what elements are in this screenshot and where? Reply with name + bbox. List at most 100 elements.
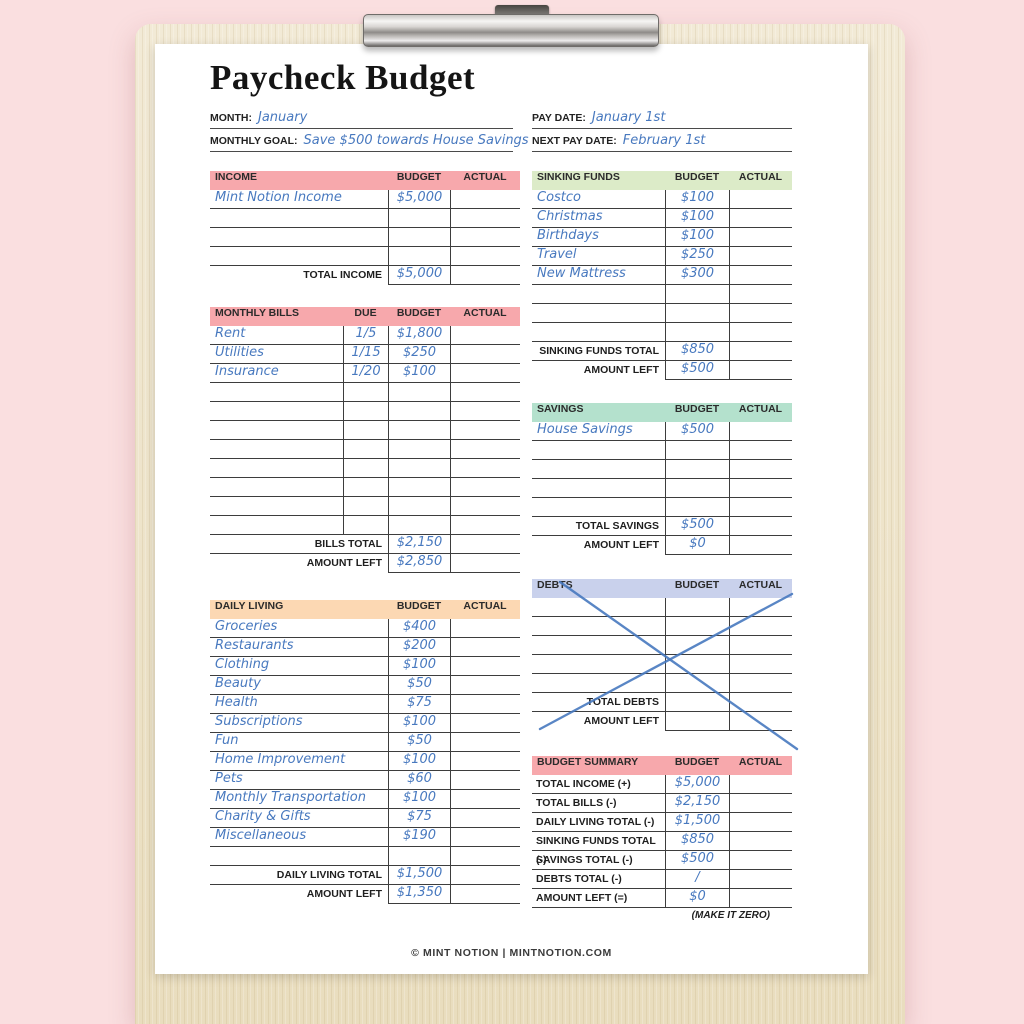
row-actual bbox=[729, 441, 792, 459]
row-name: Rent bbox=[215, 326, 246, 341]
row-name bbox=[210, 847, 388, 865]
total-actual bbox=[450, 885, 520, 904]
row-budget bbox=[665, 636, 729, 654]
total-actual bbox=[729, 361, 792, 380]
total-actual bbox=[450, 535, 520, 553]
row-name bbox=[210, 459, 343, 477]
column-header-actual: ACTUAL bbox=[463, 171, 507, 183]
table-row bbox=[532, 617, 792, 636]
row-actual bbox=[450, 421, 520, 439]
total-row: DEBTS TOTAL (-) / bbox=[532, 870, 792, 889]
total-actual bbox=[729, 342, 792, 360]
table-row: Christmas $100 bbox=[532, 209, 792, 228]
total-actual bbox=[450, 866, 520, 884]
row-actual bbox=[450, 326, 520, 344]
clip-bar bbox=[363, 14, 659, 47]
total-row: TOTAL BILLS (-) $2,150 bbox=[532, 794, 792, 813]
total-row: SINKING FUNDS TOTAL (-) $850 bbox=[532, 832, 792, 866]
table-row: Birthdays $100 bbox=[532, 228, 792, 247]
row-name: Beauty bbox=[215, 676, 261, 691]
column-header-budget: BUDGET bbox=[674, 171, 720, 183]
total-row: DAILY LIVING TOTAL $1,500 bbox=[210, 866, 520, 885]
table-row: Monthly Transportation $100 bbox=[210, 790, 520, 809]
row-budget bbox=[388, 421, 450, 439]
page-title: Paycheck Budget bbox=[210, 58, 476, 97]
row-actual bbox=[450, 809, 520, 827]
column-header-actual: ACTUAL bbox=[738, 171, 783, 183]
total-budget: $5,000 bbox=[665, 775, 729, 793]
row-actual bbox=[729, 304, 792, 322]
row-name bbox=[210, 440, 343, 458]
row-actual bbox=[450, 402, 520, 420]
row-budget: $190 bbox=[388, 828, 450, 846]
total-label: TOTAL DEBTS bbox=[586, 696, 659, 708]
row-actual bbox=[450, 247, 520, 265]
total-budget: $0 bbox=[665, 536, 729, 555]
next-pay-date-value: February 1st bbox=[622, 133, 706, 148]
row-actual bbox=[450, 383, 520, 401]
row-actual bbox=[450, 478, 520, 496]
row-actual bbox=[450, 790, 520, 808]
total-actual bbox=[729, 693, 792, 711]
table-row bbox=[532, 479, 792, 498]
row-name: Charity & Gifts bbox=[215, 809, 311, 824]
row-actual bbox=[450, 345, 520, 363]
table-row bbox=[210, 440, 520, 459]
total-row: DAILY LIVING TOTAL (-) $1,500 bbox=[532, 813, 792, 832]
row-actual bbox=[450, 695, 520, 713]
table-row: Health $75 bbox=[210, 695, 520, 714]
row-name: Travel bbox=[537, 247, 577, 262]
table-row: Fun $50 bbox=[210, 733, 520, 752]
row-actual bbox=[729, 617, 792, 635]
total-label: AMOUNT LEFT bbox=[583, 539, 659, 551]
table-row: Insurance 1/20 $100 bbox=[210, 364, 520, 383]
row-name bbox=[210, 421, 343, 439]
row-budget: $100 bbox=[388, 364, 450, 382]
column-header-budget: BUDGET bbox=[396, 171, 442, 183]
section-header: MONTHLY BILLS DUE BUDGET ACTUAL bbox=[210, 307, 520, 326]
row-actual bbox=[729, 636, 792, 654]
table-row: Mint Notion Income $5,000 bbox=[210, 190, 520, 209]
row-actual bbox=[450, 638, 520, 656]
row-name bbox=[532, 441, 665, 459]
table-row: Rent 1/5 $1,800 bbox=[210, 326, 520, 345]
row-actual bbox=[729, 285, 792, 303]
section-title: SAVINGS bbox=[537, 403, 584, 415]
total-row: SINKING FUNDS TOTAL $850 bbox=[532, 342, 792, 361]
row-budget bbox=[388, 516, 450, 534]
row-name: Birthdays bbox=[537, 228, 599, 243]
total-label: SAVINGS TOTAL (-) bbox=[536, 854, 633, 866]
row-name bbox=[532, 636, 665, 654]
total-budget bbox=[665, 693, 729, 711]
row-budget bbox=[388, 209, 450, 227]
total-actual bbox=[729, 832, 792, 850]
total-label: DAILY LIVING TOTAL (-) bbox=[536, 816, 655, 828]
row-budget bbox=[665, 498, 729, 516]
total-label: TOTAL INCOME (+) bbox=[536, 778, 631, 790]
row-name bbox=[532, 498, 665, 516]
row-actual bbox=[450, 733, 520, 751]
month-label: MONTH: bbox=[210, 112, 252, 124]
row-budget bbox=[665, 479, 729, 497]
row-name bbox=[532, 323, 665, 341]
total-row: SAVINGS TOTAL (-) $500 bbox=[532, 851, 792, 870]
row-budget: $50 bbox=[388, 676, 450, 694]
row-actual bbox=[450, 190, 520, 208]
row-actual bbox=[450, 459, 520, 477]
row-actual bbox=[729, 228, 792, 246]
row-actual bbox=[450, 771, 520, 789]
savings-table: SAVINGS BUDGET ACTUAL House Savings $500 TOTA… bbox=[532, 403, 792, 555]
table-row bbox=[210, 497, 520, 516]
row-budget: $300 bbox=[665, 266, 729, 284]
row-name bbox=[532, 655, 665, 673]
column-header-actual: ACTUAL bbox=[738, 403, 783, 415]
total-budget: $0 bbox=[665, 889, 729, 907]
row-name bbox=[532, 617, 665, 635]
row-actual bbox=[450, 497, 520, 515]
table-row: Groceries $400 bbox=[210, 619, 520, 638]
pay-date-label: PAY DATE: bbox=[532, 112, 586, 124]
total-label: DAILY LIVING TOTAL bbox=[276, 869, 382, 881]
total-row: TOTAL SAVINGS $500 bbox=[532, 517, 792, 536]
table-row: Clothing $100 bbox=[210, 657, 520, 676]
